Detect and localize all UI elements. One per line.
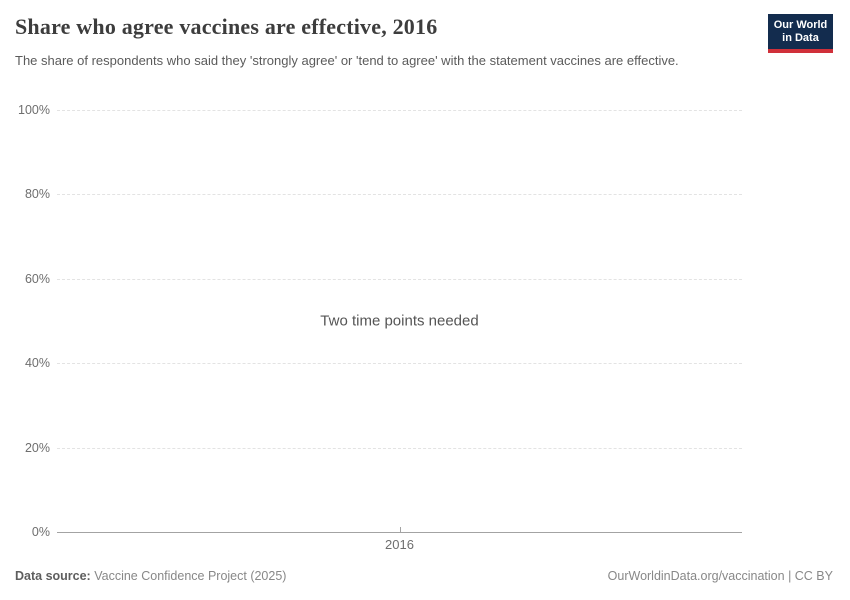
y-tick-label-60: 60%	[24, 271, 50, 286]
empty-state-message: Two time points needed	[320, 312, 479, 330]
chart-title: Share who agree vaccines are effective, …	[15, 14, 438, 39]
y-tick-label-80: 80%	[24, 187, 50, 202]
y-tick-label-40: 40%	[24, 356, 50, 371]
x-axis-line	[57, 532, 742, 533]
owid-logo[interactable]: Our World in Data	[768, 14, 833, 53]
credit-link[interactable]: OurWorldinData.org/vaccination | CC BY	[607, 569, 833, 583]
y-tick-label-0: 0%	[31, 525, 50, 539]
plot-area: 100% 80% 60% 40% 20% 0% 2016 Two time po…	[18, 103, 742, 552]
data-source-value[interactable]: Vaccine Confidence Project (2025)	[94, 569, 287, 583]
owid-logo-line2: in Data	[782, 32, 819, 44]
x-tick-2016	[399, 527, 401, 532]
x-tick-label-2016: 2016	[385, 537, 414, 552]
gridline-80	[57, 194, 742, 196]
data-source-label: Data source:	[15, 569, 91, 583]
data-source: Data source: Vaccine Confidence Project …	[15, 569, 286, 583]
gridline-40	[57, 363, 742, 365]
chart-footer: Data source: Vaccine Confidence Project …	[15, 569, 833, 583]
y-tick-label-20: 20%	[24, 440, 50, 455]
gridline-20	[57, 447, 742, 449]
owid-logo-line1: Our World	[773, 19, 828, 31]
y-tick-label-100: 100%	[18, 103, 50, 117]
gridline-60	[57, 278, 742, 280]
gridline-100	[57, 110, 742, 111]
chart-subtitle: The share of respondents who said they '…	[15, 53, 679, 68]
